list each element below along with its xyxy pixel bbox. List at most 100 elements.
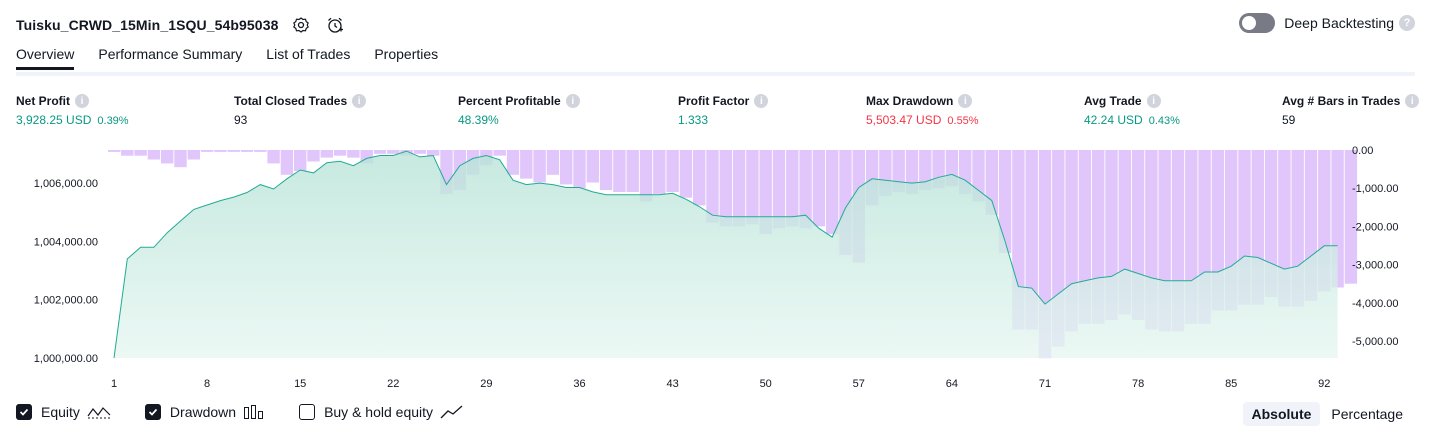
x-axis: 1 8 15 22 29 36 43 50 57 64 71 78 85 92 [111,378,1330,390]
info-icon[interactable]: i [754,94,769,108]
drawdown-bar [493,150,506,156]
deep-backtesting-control: Deep Backtesting ? [1239,13,1415,33]
drawdown-bar [626,150,639,192]
metric-percent: 0.39% [97,115,129,127]
report-header: Tuisku_CRWD_15Min_1SQU_54b95038 [16,13,346,37]
drawdown-bar [108,150,121,152]
legend-equity[interactable]: Equity [16,404,111,420]
x-tick-label: 15 [294,378,306,390]
metric-net-profit: Net Profit i 3,928.25 USD 0.39% [16,94,129,127]
y-right-tick-label: -4,000.00 [1352,298,1398,310]
drawdown-bar [639,150,653,202]
legend-buy-hold-equity[interactable]: Buy & hold equity [299,404,464,420]
equity-checkbox[interactable] [16,404,32,420]
legend-drawdown[interactable]: Drawdown [144,404,265,420]
drawdown-bar [1264,150,1278,298]
legend-label: Equity [41,404,80,420]
metric-label: Percent Profitable [458,94,561,108]
y-right-tick-label: 0.00 [1352,145,1373,157]
x-tick-label: 78 [1132,378,1144,390]
equity-line-icon [87,404,111,420]
drawdown-bar [267,150,280,164]
metric-max-drawdown: Max Drawdown i 5,503.47 USD 0.55% [866,94,979,127]
gear-icon[interactable] [290,14,312,36]
drawdown-bar [333,150,347,156]
y-right-tick-label: -3,000.00 [1352,260,1398,272]
x-tick-label: 8 [204,378,210,390]
drawdown-bar [294,150,307,171]
y-left-tick-label: 1,000,000.00 [34,353,98,365]
info-icon[interactable]: i [1405,94,1420,108]
metric-avg-trade: Avg Trade i 42.24 USD 0.43% [1084,94,1180,127]
drawdown-bar [599,150,613,191]
toggle-knob [1242,16,1257,30]
x-tick-label: 36 [573,378,585,390]
metric-avg-bars-in-trades: Avg # Bars in Trades i 59 [1282,94,1420,127]
x-tick-label: 43 [666,378,678,390]
drawdown-bar [320,150,333,158]
drawdown-bar [280,150,294,175]
deep-backtesting-toggle[interactable] [1239,13,1276,33]
buy-hold-checkbox[interactable] [299,404,316,420]
drawdown-bar [759,150,772,234]
metric-percent-profitable: Percent Profitable i 48.39% [458,94,580,127]
drawdown-bar [799,150,812,229]
info-icon[interactable]: i [565,94,580,108]
legend-label: Drawdown [169,404,237,420]
equity-drawdown-chart[interactable]: 1,000,000.00 1,002,000.00 1,004,000.00 1,00… [0,140,1431,398]
x-tick-label: 92 [1318,378,1330,390]
drawdown-bar [613,150,626,192]
drawdown-bar [693,150,706,206]
metric-value: 5,503.47 USD [866,113,942,127]
metric-label: Net Profit [16,94,70,108]
drawdown-checkbox[interactable] [144,404,161,420]
x-tick-label: 50 [760,378,772,390]
drawdown-bar [161,150,174,164]
drawdown-bar [573,150,586,189]
help-icon[interactable]: ? [1399,15,1415,31]
mode-percentage[interactable]: Percentage [1331,406,1403,422]
alarm-clock-icon[interactable] [324,14,346,36]
drawdown-bar [174,150,187,168]
x-tick-label: 64 [946,378,958,390]
x-tick-label: 29 [480,378,492,390]
metric-label: Avg # Bars in Trades [1282,94,1401,108]
drawdown-bar [506,150,520,175]
drawdown-bar [719,150,732,227]
drawdown-bar [826,150,839,234]
buy-hold-line-icon [440,404,464,420]
equity-area [114,151,1338,358]
drawdown-bars-icon [243,404,265,420]
drawdown-bar [427,150,440,156]
metric-label: Avg Trade [1084,94,1142,108]
equity-line [113,150,1338,359]
metric-percent: 0.55% [947,115,979,127]
tab-overview[interactable]: Overview [16,46,75,70]
metric-value: 93 [234,113,248,127]
metric-value: 48.39% [458,113,499,127]
drawdown-bar [227,150,240,152]
info-icon[interactable]: i [352,94,367,108]
drawdown-bar [373,150,387,154]
drawdown-bar [240,150,254,152]
info-icon[interactable]: i [958,94,973,108]
info-icon[interactable]: i [1146,94,1161,108]
info-icon[interactable]: i [75,94,89,108]
tab-list-of-trades[interactable]: List of Trades [266,46,351,62]
scale-mode-switch: Absolute Percentage [1241,402,1413,426]
drawdown-bar [706,150,719,223]
drawdown-bar [786,150,799,227]
y-left-tick-label: 1,006,000.00 [34,178,98,190]
metric-total-closed-trades: Total Closed Trades i 93 [234,94,367,127]
tab-performance-summary[interactable]: Performance Summary [98,46,243,62]
deep-backtesting-label: Deep Backtesting [1284,15,1394,31]
drawdown-bar [998,150,1012,254]
mode-absolute[interactable]: Absolute [1242,402,1321,426]
metric-value: 3,928.25 USD [16,113,92,127]
drawdown-bar [187,150,200,160]
tab-properties[interactable]: Properties [374,46,439,62]
drawdown-bar [1025,150,1038,330]
drawdown-bar [347,150,360,158]
y-axis-left: 1,000,000.00 1,002,000.00 1,004,000.00 1,00… [34,178,98,365]
drawdown-bar [732,150,746,227]
